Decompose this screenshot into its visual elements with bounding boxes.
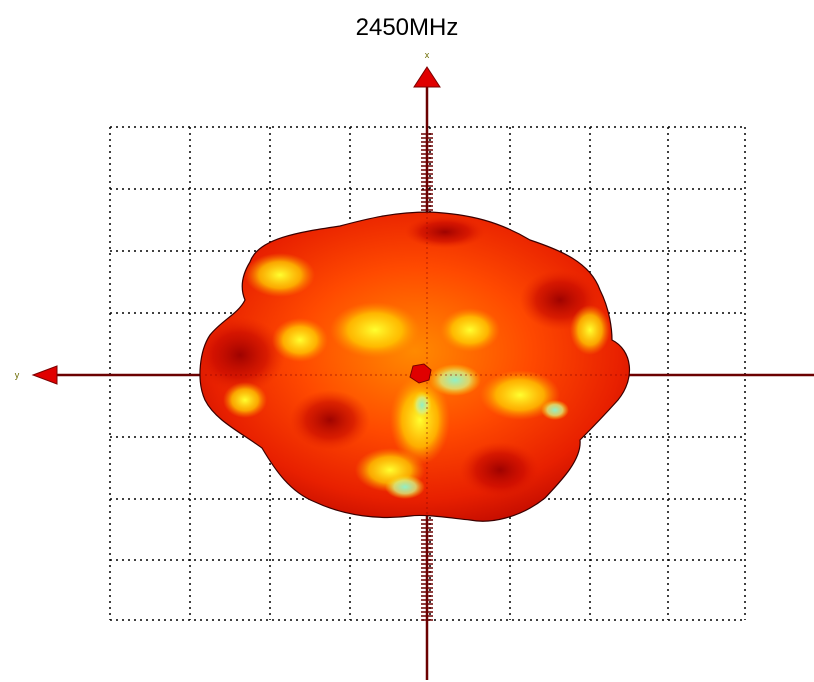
vertical-axis-label: x xyxy=(425,50,430,60)
radiation-lobe xyxy=(199,211,631,522)
plot-title: 2450MHz xyxy=(355,14,459,41)
origin-marker xyxy=(409,363,432,384)
horizontal-axis-arrow xyxy=(31,365,58,385)
vertical-axis-arrow xyxy=(413,66,441,88)
horizontal-axis-label: y xyxy=(15,370,20,380)
